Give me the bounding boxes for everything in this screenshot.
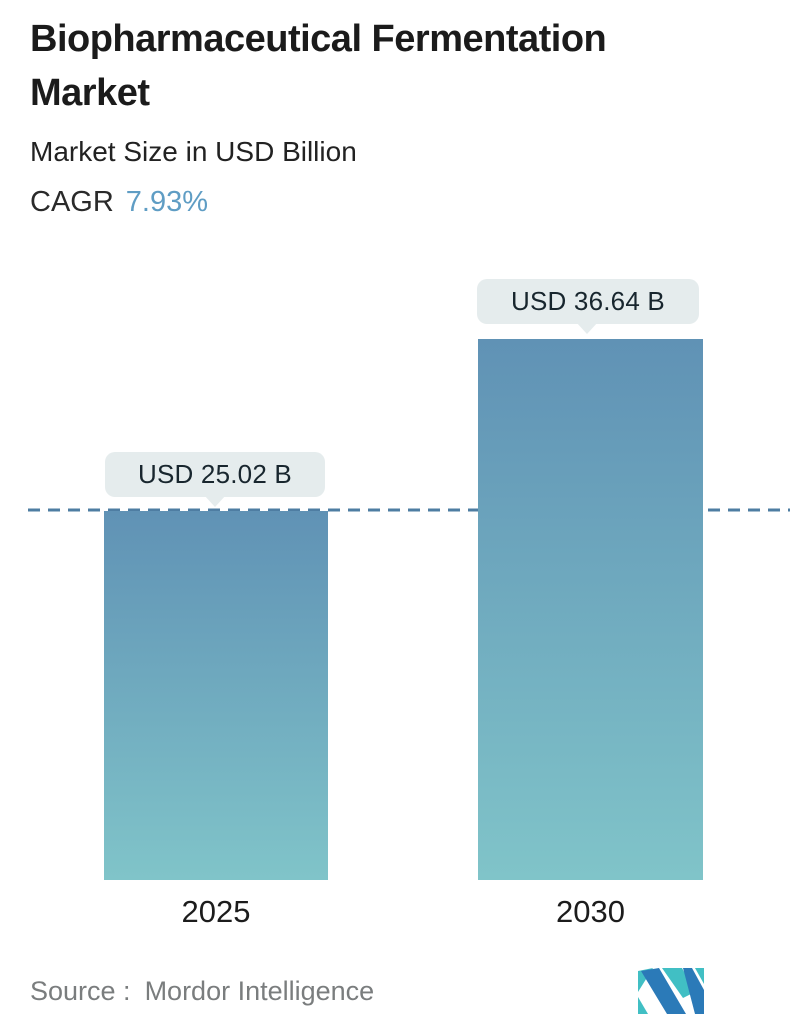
cagr-value: 7.93% <box>125 186 209 218</box>
value-label-2030-pointer <box>576 322 598 334</box>
chart-subtitle: Market Size in USD Billion <box>30 136 357 167</box>
value-label-2025-text: USD 25.02 B <box>138 459 292 489</box>
page-title: Biopharmaceutical Fermentation Market <box>30 18 607 114</box>
bar-2030 <box>478 339 703 880</box>
source-value: Mordor Intelligence <box>144 976 375 1006</box>
bar-2025 <box>104 511 328 880</box>
source-label: Source : <box>30 976 131 1006</box>
baseline-dashed-line <box>28 508 790 512</box>
value-label-2030-text: USD 36.64 B <box>511 286 665 316</box>
x-axis-label-2025: 2025 <box>181 894 251 929</box>
mordor-intelligence-logo <box>638 968 704 1014</box>
value-label-2025: USD 25.02 B <box>105 452 325 497</box>
value-label-2025-pointer <box>204 495 226 507</box>
x-axis-label-2030: 2030 <box>556 894 625 929</box>
cagr-line: CAGR 7.93% <box>30 182 208 222</box>
source-line: Source : Mordor Intelligence <box>30 972 374 1010</box>
cagr-label: CAGR <box>30 186 114 218</box>
value-label-2030: USD 36.64 B <box>477 279 699 324</box>
